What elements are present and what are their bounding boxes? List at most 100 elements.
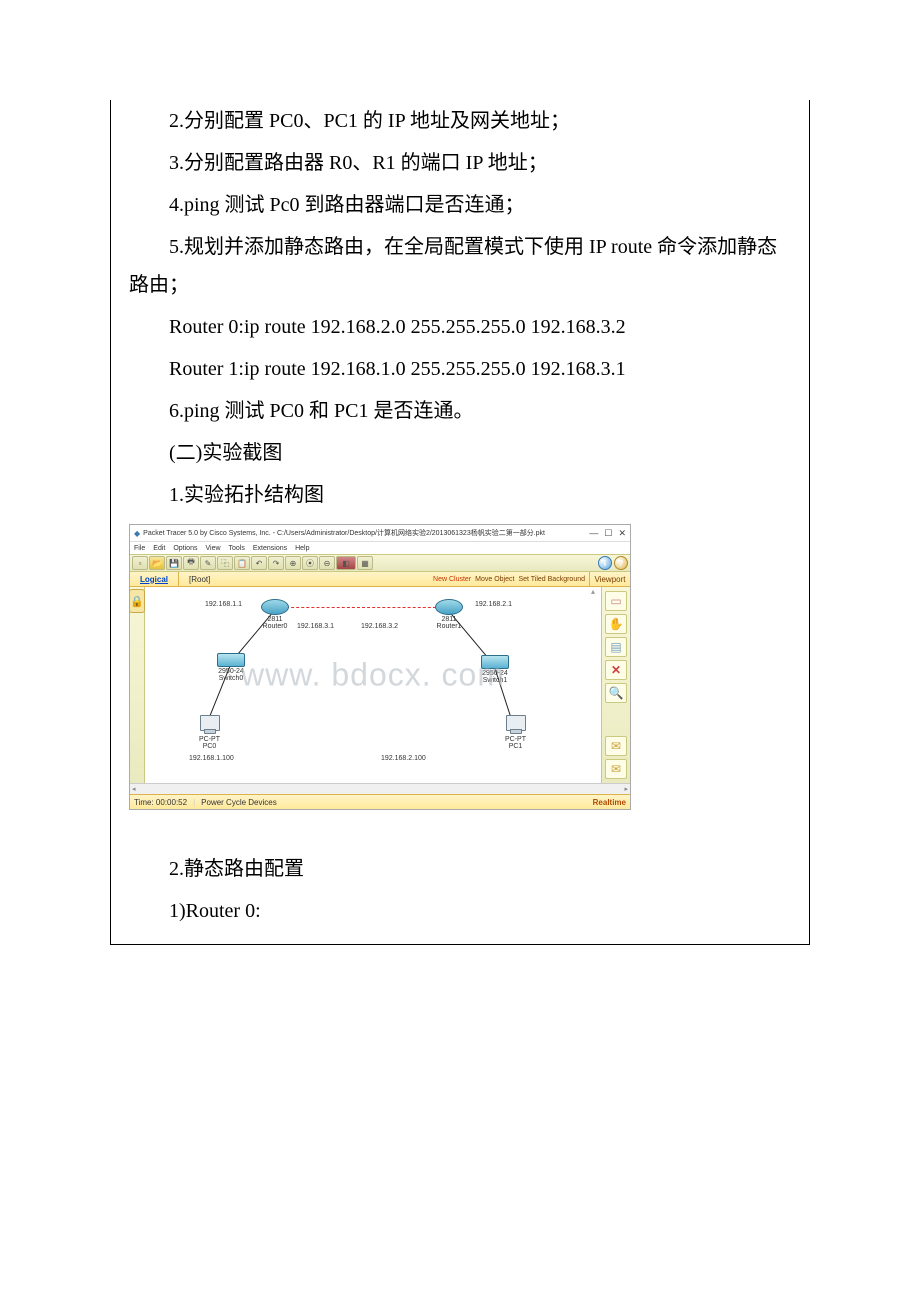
route-r0: Router 0:ip route 192.168.2.0 255.255.25… [129,306,791,348]
r0-label: Router0 [261,623,289,630]
step-3: 3.分别配置路由器 R0、R1 的端口 IP 地址； [129,142,791,184]
pc0-label: PC0 [199,743,220,750]
r0-wan-ip: 192.168.3.1 [297,623,334,630]
pc0-ip: 192.168.1.100 [189,755,234,762]
close-button[interactable]: ✕ [618,528,626,539]
document-page: 2.分别配置 PC0、PC1 的 IP 地址及网关地址； 3.分别配置路由器 R… [0,0,920,1302]
breadcrumb-root[interactable]: [Root] [179,575,220,584]
watermark-text: www. bdocx. com [241,657,505,694]
tool-help[interactable]: ? [614,556,628,570]
pt-menubar: File Edit Options View Tools Extensions … [130,542,630,554]
pc-icon [506,715,526,731]
tool-save[interactable]: 💾 [166,556,182,570]
btn-viewport[interactable]: Viewport [589,572,630,586]
palette-note[interactable]: ▤ [605,637,627,657]
pt-hscrollbar[interactable]: ◂ ▸ [130,783,630,794]
btn-power-cycle[interactable]: Power Cycle Devices [201,798,277,807]
palette-pdu-open[interactable]: ✉ [605,759,627,779]
router-icon [435,599,463,615]
sw1-model: 2950-24 [481,670,509,677]
minimize-button[interactable]: — [589,528,598,539]
menu-options[interactable]: Options [173,545,197,552]
scroll-right-icon[interactable]: ▸ [624,785,628,793]
tool-undo[interactable]: ↶ [251,556,267,570]
pc1-label: PC1 [505,743,526,750]
device-pc0[interactable]: PC-PT PC0 [199,715,220,750]
pt-toolbar: ▫ 📂 💾 🖶 ✎ ⿻ 📋 ↶ ↷ ⊕ ⦿ ⊖ ◧ ▦ i ? [130,554,630,572]
palette-select[interactable]: ▭ [605,591,627,611]
router-icon [261,599,289,615]
menu-tools[interactable]: Tools [229,545,245,552]
pc-icon [200,715,220,731]
tool-wizard[interactable]: ✎ [200,556,216,570]
menu-file[interactable]: File [134,545,145,552]
r0-model: 2811 [261,616,289,623]
r0-gw-ip: 192.168.1.1 [205,601,242,608]
btn-tiled-bg[interactable]: Set Tiled Background [518,576,585,583]
tool-paste[interactable]: 📋 [234,556,250,570]
tool-info[interactable]: i [598,556,612,570]
btn-move-object[interactable]: Move Object [475,576,514,583]
fig-2-caption: 2.静态路由配置 [129,848,791,890]
pc1-ip: 192.168.2.100 [381,755,426,762]
menu-help[interactable]: Help [295,545,309,552]
menu-extensions[interactable]: Extensions [253,545,287,552]
tool-redo[interactable]: ↷ [268,556,284,570]
switch-icon [481,655,509,669]
device-router0[interactable]: 2811 Router0 [261,599,289,630]
link-r0-r1 [281,607,441,608]
scroll-left-icon[interactable]: ◂ [132,785,136,793]
router0-config-heading: 1)Router 0: [129,890,791,932]
tool-custom[interactable]: ▦ [357,556,373,570]
tool-zoom-reset[interactable]: ⦿ [302,556,318,570]
pt-subbar: Logical [Root] New Cluster Move Object S… [130,572,630,587]
r1-label: Router1 [435,623,463,630]
step-5: 5.规划并添加静态路由，在全局配置模式下使用 IP route 命令添加静态路由… [129,226,791,306]
tab-logical[interactable]: Logical [130,572,179,586]
r1-gw-ip: 192.168.2.1 [475,601,512,608]
sw0-label: Switch0 [217,675,245,682]
tool-copy[interactable]: ⿻ [217,556,233,570]
tool-open[interactable]: 📂 [149,556,165,570]
palette-pdu-closed[interactable]: ✉ [605,736,627,756]
device-router1[interactable]: 2811 Router1 [435,599,463,630]
pc1-model: PC-PT [505,736,526,743]
btn-new-cluster[interactable]: New Cluster [433,576,471,583]
tab-realtime[interactable]: Realtime [593,798,626,807]
scroll-up-icon[interactable]: ▴ [591,587,601,596]
tool-zoom-in[interactable]: ⊕ [285,556,301,570]
sw1-label: Switch1 [481,677,509,684]
r1-model: 2811 [435,616,463,623]
route-r1: Router 1:ip route 192.168.1.0 255.255.25… [129,348,791,390]
menu-edit[interactable]: Edit [153,545,165,552]
status-time: Time: 00:00:52 [134,798,187,807]
tool-zoom-out[interactable]: ⊖ [319,556,335,570]
pt-lockbar: 🔒 [130,587,145,783]
pt-app-icon: ◆ [134,529,140,538]
switch-icon [217,653,245,667]
pt-canvas[interactable]: ▴ 2811 Router0 [145,587,601,783]
device-switch1[interactable]: 2950-24 Switch1 [481,655,509,684]
step-2: 2.分别配置 PC0、PC1 的 IP 地址及网关地址； [129,100,791,142]
device-switch0[interactable]: 2950-24 Switch0 [217,653,245,682]
tool-new[interactable]: ▫ [132,556,148,570]
tool-palette[interactable]: ◧ [336,556,356,570]
menu-view[interactable]: View [205,545,220,552]
packet-tracer-screenshot: ◆ Packet Tracer 5.0 by Cisco Systems, In… [111,516,809,818]
palette-inspect[interactable]: 🔍 [605,683,627,703]
device-pc1[interactable]: PC-PT PC1 [505,715,526,750]
content-frame: 2.分别配置 PC0、PC1 的 IP 地址及网关地址； 3.分别配置路由器 R… [110,100,810,945]
pt-title-text: Packet Tracer 5.0 by Cisco Systems, Inc.… [143,528,589,538]
section-2-heading: (二)实验截图 [129,432,791,474]
r1-wan-ip: 192.168.3.2 [361,623,398,630]
fig-1-caption: 1.实验拓扑结构图 [129,474,791,516]
step-4: 4.ping 测试 Pc0 到路由器端口是否连通； [129,184,791,226]
palette-delete[interactable]: ✕ [605,660,627,680]
pt-statusbar: Time: 00:00:52 | Power Cycle Devices Rea… [130,794,630,809]
maximize-button[interactable]: ☐ [604,528,612,539]
pt-titlebar: ◆ Packet Tracer 5.0 by Cisco Systems, In… [130,525,630,542]
palette-hand[interactable]: ✋ [605,614,627,634]
lock-icon[interactable]: 🔒 [129,589,145,613]
pt-right-palette: ▭ ✋ ▤ ✕ 🔍 ✉ ✉ [601,587,630,783]
tool-print[interactable]: 🖶 [183,556,199,570]
